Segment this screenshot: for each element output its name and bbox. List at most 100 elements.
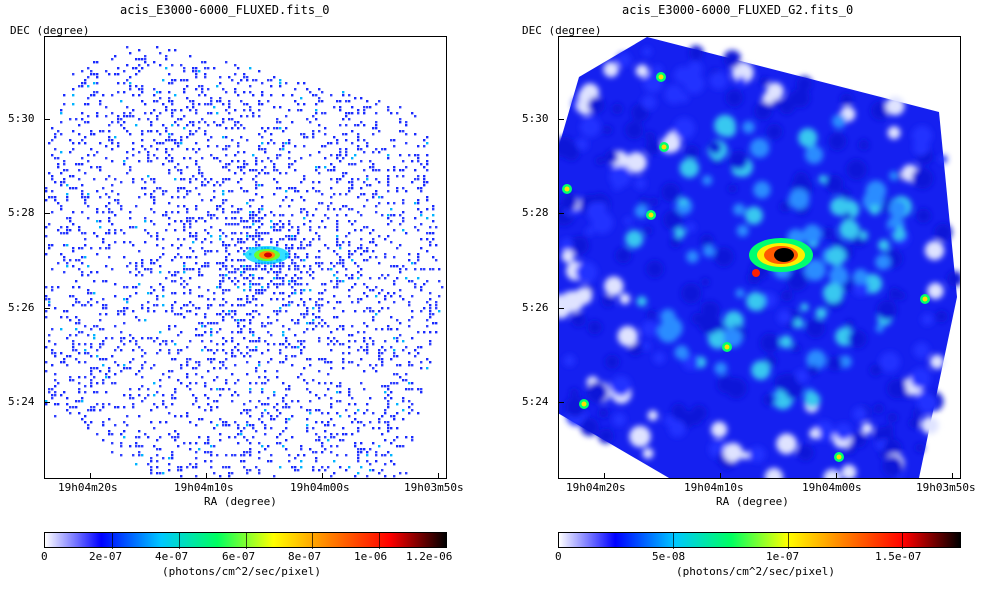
flux-pixel <box>423 175 426 178</box>
flux-pixel <box>348 232 351 235</box>
flux-pixel <box>264 340 267 343</box>
flux-pixel <box>378 421 381 424</box>
flux-pixel <box>171 394 174 397</box>
flux-pixel <box>147 463 150 466</box>
flux-pixel <box>414 349 417 352</box>
flux-pixel <box>162 295 165 298</box>
flux-pixel <box>225 421 228 424</box>
noise-blob <box>643 226 653 236</box>
flux-pixel <box>162 457 165 460</box>
flux-pixel <box>180 142 183 145</box>
flux-pixel <box>369 256 372 259</box>
flux-pixel <box>330 169 333 172</box>
flux-pixel <box>285 127 288 130</box>
noise-blob <box>802 224 822 244</box>
flux-pixel <box>120 118 123 121</box>
flux-pixel <box>381 454 384 457</box>
flux-pixel <box>261 352 264 355</box>
flux-pixel <box>267 283 270 286</box>
flux-pixel <box>168 154 171 157</box>
flux-pixel <box>336 181 339 184</box>
flux-pixel <box>195 400 198 403</box>
flux-pixel <box>285 82 288 85</box>
noise-blob <box>779 201 791 213</box>
flux-pixel <box>261 421 264 424</box>
flux-pixel <box>102 439 105 442</box>
flux-pixel <box>261 103 264 106</box>
flux-pixel <box>279 238 282 241</box>
flux-pixel <box>354 154 357 157</box>
flux-pixel <box>123 256 126 259</box>
flux-pixel <box>171 454 174 457</box>
flux-pixel <box>60 151 63 154</box>
flux-pixel <box>321 445 324 448</box>
flux-pixel <box>366 175 369 178</box>
flux-pixel <box>186 268 189 271</box>
flux-pixel <box>198 274 201 277</box>
flux-pixel <box>390 358 393 361</box>
flux-pixel <box>414 133 417 136</box>
flux-pixel <box>51 127 54 130</box>
noise-blob <box>927 282 944 300</box>
flux-pixel <box>186 217 189 220</box>
flux-pixel <box>210 199 213 202</box>
flux-pixel <box>195 208 198 211</box>
flux-pixel <box>138 445 141 448</box>
flux-pixel <box>114 229 117 232</box>
flux-pixel <box>405 232 408 235</box>
flux-pixel <box>375 244 378 247</box>
flux-pixel <box>396 337 399 340</box>
flux-pixel <box>339 325 342 328</box>
flux-pixel <box>270 265 273 268</box>
flux-pixel <box>297 376 300 379</box>
flux-pixel <box>138 415 141 418</box>
flux-pixel <box>294 253 297 256</box>
flux-pixel <box>405 346 408 349</box>
flux-pixel <box>123 343 126 346</box>
flux-pixel <box>336 385 339 388</box>
flux-pixel <box>168 376 171 379</box>
flux-pixel <box>408 319 411 322</box>
flux-pixel <box>195 73 198 76</box>
flux-pixel <box>90 385 93 388</box>
image-frame[interactable] <box>44 36 447 479</box>
flux-pixel <box>138 388 141 391</box>
flux-pixel <box>234 271 237 274</box>
flux-pixel <box>186 124 189 127</box>
flux-pixel <box>216 85 219 88</box>
flux-pixel <box>246 226 249 229</box>
flux-pixel <box>339 208 342 211</box>
flux-pixel <box>282 331 285 334</box>
flux-pixel <box>201 199 204 202</box>
flux-pixel <box>330 202 333 205</box>
flux-pixel <box>336 283 339 286</box>
flux-pixel <box>285 196 288 199</box>
flux-pixel <box>99 409 102 412</box>
flux-pixel <box>387 388 390 391</box>
noise-blob <box>858 139 870 151</box>
image-frame[interactable] <box>558 36 961 479</box>
noise-blob <box>781 289 793 302</box>
flux-pixel <box>357 349 360 352</box>
flux-pixel <box>183 67 186 70</box>
flux-pixel <box>171 397 174 400</box>
flux-pixel <box>378 445 381 448</box>
flux-pixel <box>174 256 177 259</box>
flux-pixel <box>288 385 291 388</box>
flux-pixel <box>204 313 207 316</box>
flux-pixel <box>273 166 276 169</box>
flux-pixel <box>357 448 360 451</box>
flux-pixel <box>309 91 312 94</box>
flux-pixel <box>360 244 363 247</box>
flux-pixel <box>348 334 351 337</box>
flux-pixel <box>426 232 429 235</box>
flux-pixel <box>306 88 309 91</box>
flux-pixel <box>300 373 303 376</box>
flux-pixel <box>351 106 354 109</box>
flux-pixel <box>273 265 276 268</box>
noise-blob <box>852 406 868 422</box>
noise-blob <box>601 294 615 308</box>
flux-pixel <box>315 421 318 424</box>
noise-blob <box>714 362 728 375</box>
flux-pixel <box>153 190 156 193</box>
